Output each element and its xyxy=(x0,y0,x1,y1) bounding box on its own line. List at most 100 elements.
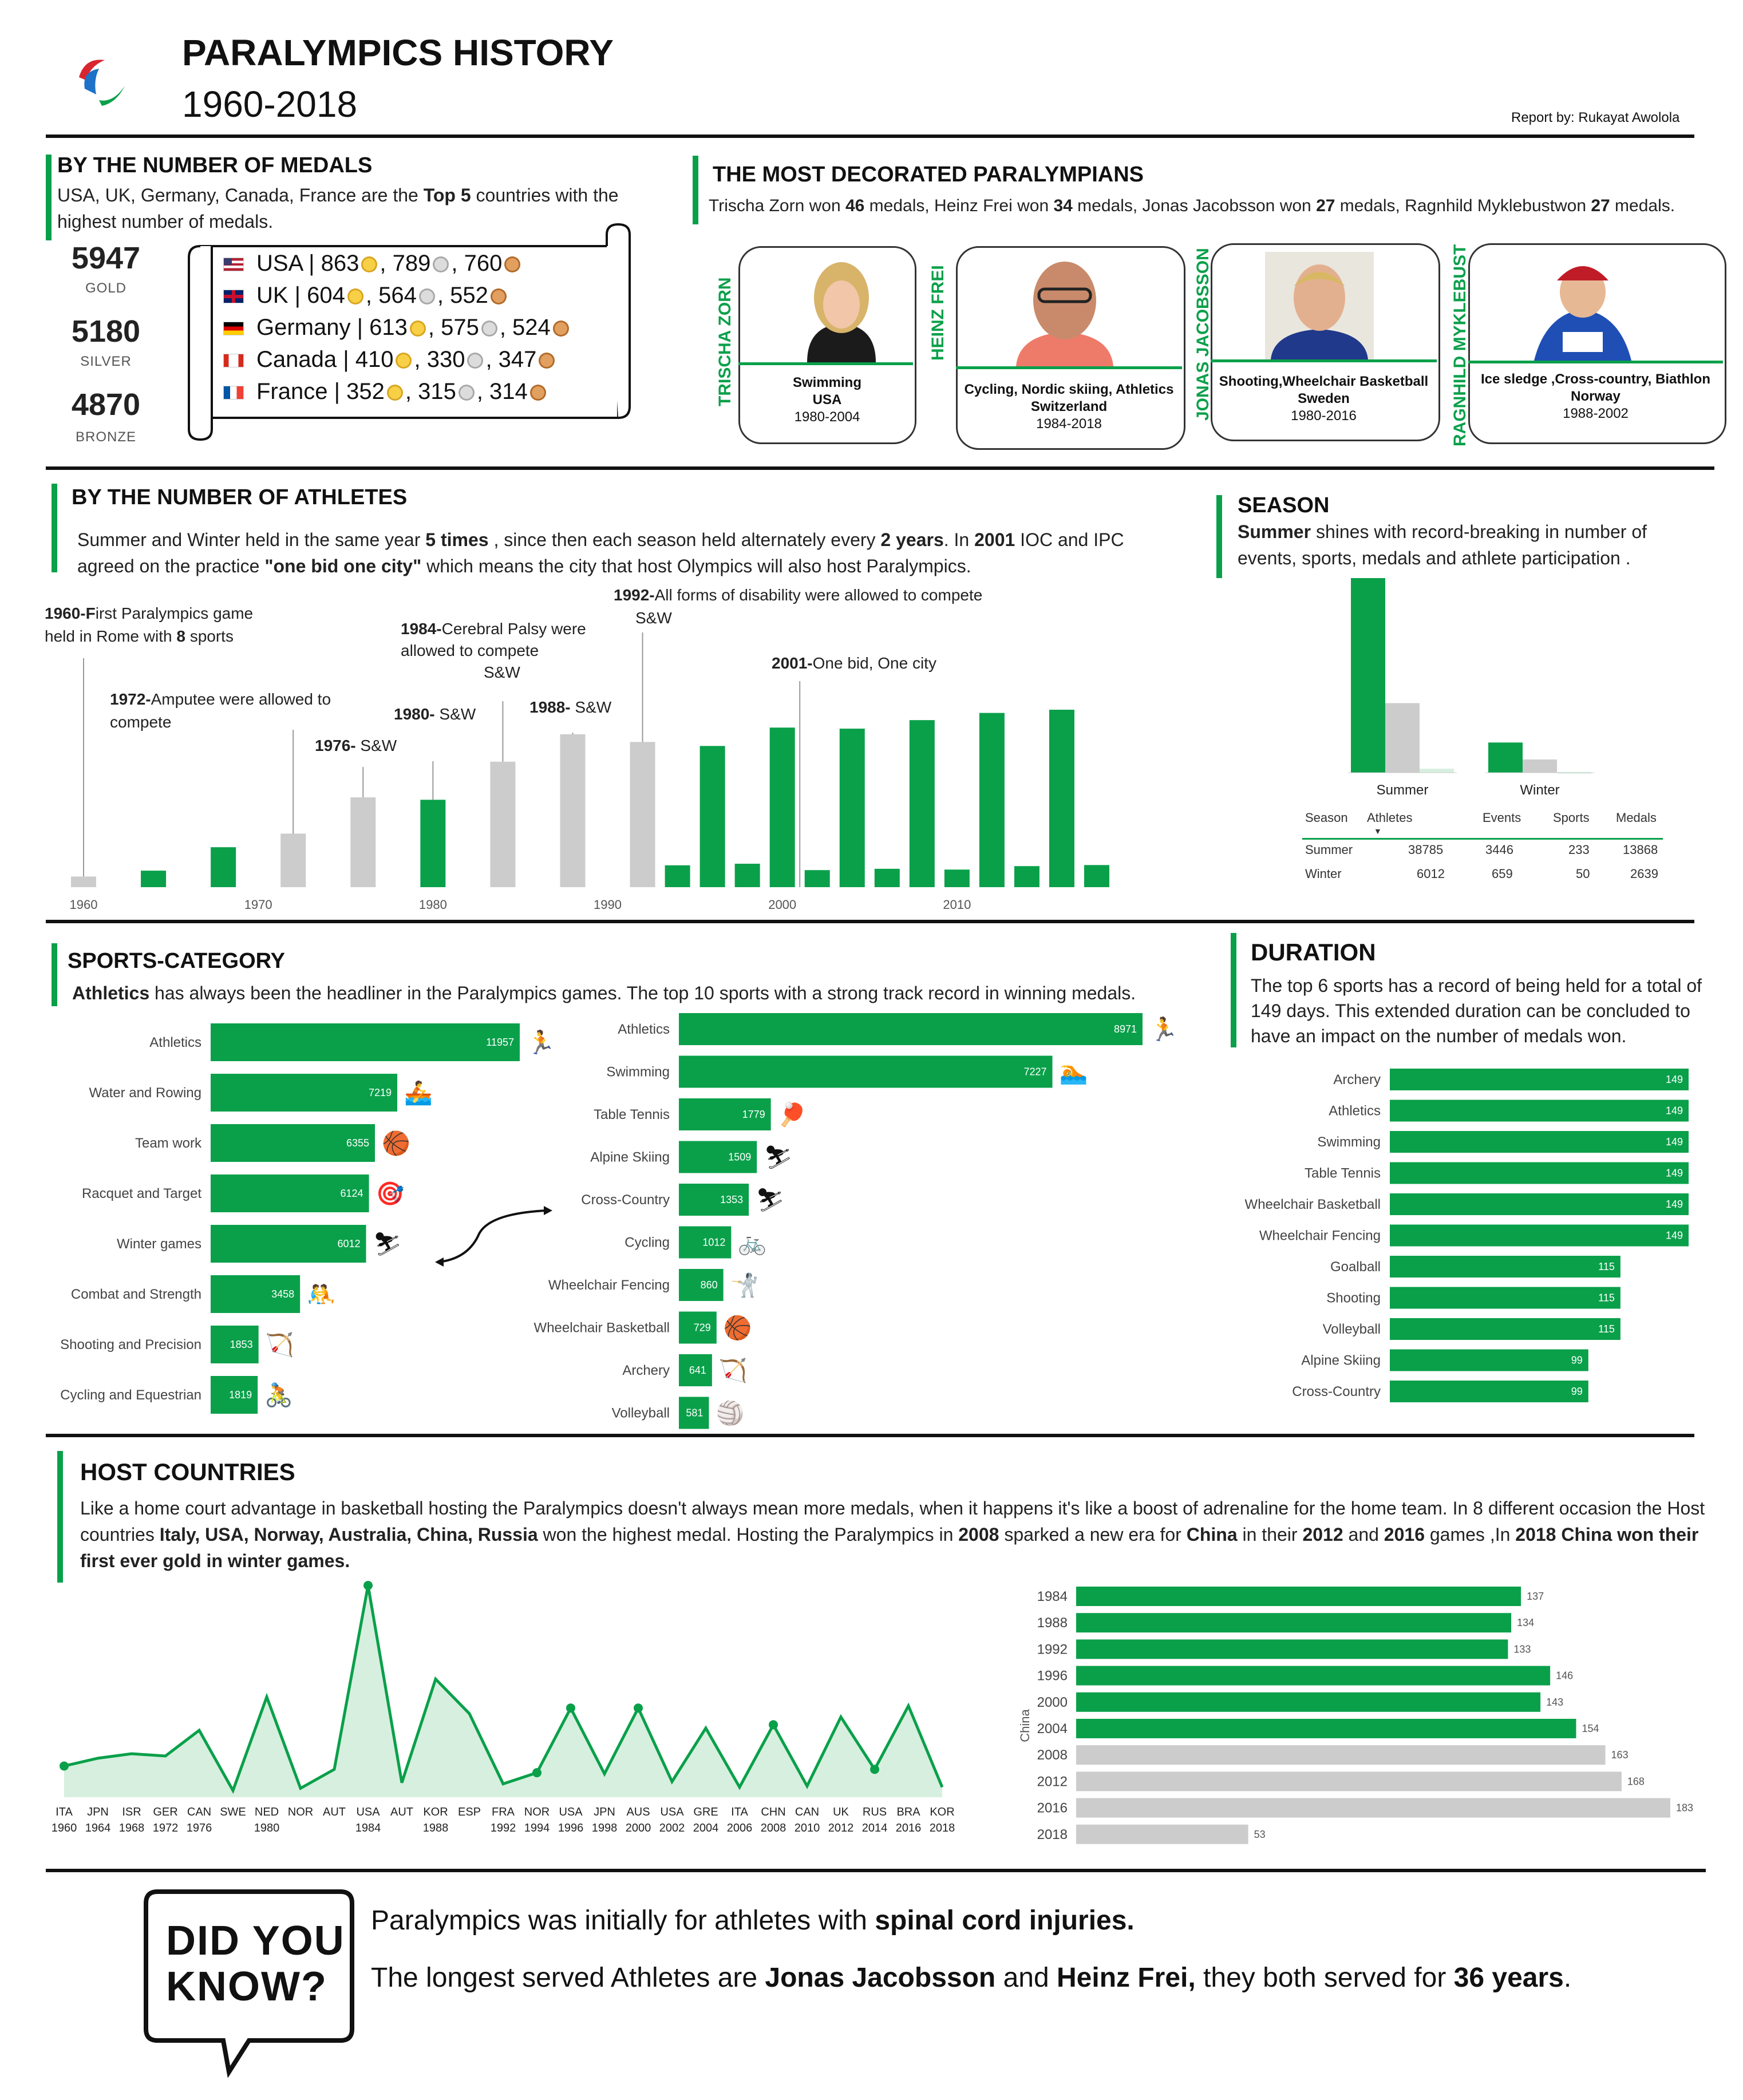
bar xyxy=(1076,1639,1508,1659)
x-tick-year: 2008 xyxy=(761,1822,786,1834)
table-header[interactable]: Sports xyxy=(1553,810,1590,825)
bar xyxy=(679,1269,724,1301)
usa-flag-icon xyxy=(223,258,244,272)
x-tick-label: JPN xyxy=(594,1806,615,1818)
table-header[interactable]: Medals xyxy=(1616,810,1657,825)
sort-down-icon[interactable]: ▼ xyxy=(1374,826,1382,836)
data-label: 134 xyxy=(1517,1617,1534,1628)
data-label: 1012 xyxy=(702,1237,725,1248)
category-label: Athletics xyxy=(149,1035,201,1050)
sport-icon: 🏀 xyxy=(382,1128,410,1158)
timeline-bar xyxy=(1014,866,1040,887)
duration-desc: The top 6 sports has a record of being h… xyxy=(1251,975,1702,1046)
bronze-total: 4870 xyxy=(71,387,141,422)
category-label: Athletics xyxy=(618,1022,670,1037)
host-line xyxy=(64,1585,944,1794)
section-accent xyxy=(46,155,52,240)
scroll-frame xyxy=(183,223,635,441)
x-tick-year: 1972 xyxy=(153,1822,179,1834)
bronze-medal-icon xyxy=(504,256,521,273)
data-label: 146 xyxy=(1556,1670,1573,1682)
category-label: Winter games xyxy=(117,1236,201,1252)
bar xyxy=(1390,1069,1689,1090)
data-label: 143 xyxy=(1546,1696,1563,1708)
x-tick-year: 1964 xyxy=(85,1822,111,1834)
category-label: Wheelchair Basketball xyxy=(1245,1197,1381,1212)
bar xyxy=(1390,1381,1588,1402)
season-category-label: Winter xyxy=(1520,782,1559,798)
x-tick-label: 1960 xyxy=(70,897,98,912)
country-row-germany: Germany | 613, 575, 524 xyxy=(223,315,571,341)
annotation-1980: 1980- S&W xyxy=(394,705,476,723)
data-label: 7219 xyxy=(369,1087,392,1098)
annotation-1992: 1992-All forms of disability were allowe… xyxy=(614,586,983,627)
season-bar-chart: Summer Winter xyxy=(1294,572,1637,801)
page-title: PARALYMPICS HISTORY xyxy=(182,32,614,73)
x-tick-label: KOR xyxy=(423,1806,448,1818)
host-marker xyxy=(363,1581,373,1590)
host-marker xyxy=(60,1761,69,1771)
bar xyxy=(1390,1193,1689,1215)
bar xyxy=(1076,1745,1606,1765)
sport-icon: 🏃 xyxy=(1149,1016,1178,1042)
data-label: 581 xyxy=(686,1407,703,1419)
category-label: Swimming xyxy=(606,1065,670,1080)
x-tick-year: 2002 xyxy=(659,1822,685,1834)
country-row-uk: UK | 604, 564, 552 xyxy=(223,283,509,309)
fact-2: The longest served Athletes are Jonas Ja… xyxy=(371,1963,1572,1993)
sport-icon: 🤼 xyxy=(307,1282,335,1307)
data-label: 137 xyxy=(1527,1591,1544,1602)
season-category-label: Summer xyxy=(1377,782,1429,798)
data-label: 115 xyxy=(1598,1261,1615,1272)
athlete-photo xyxy=(801,252,882,362)
x-tick-label: ESP xyxy=(458,1806,481,1818)
timeline-bar xyxy=(665,865,690,887)
data-label: 1779 xyxy=(742,1109,765,1120)
category-label: Cross-Country xyxy=(1292,1384,1381,1399)
x-tick-label: UK xyxy=(833,1806,849,1818)
data-label: 8971 xyxy=(1114,1023,1137,1035)
x-tick-label: CAN xyxy=(795,1806,819,1818)
category-label: 2008 xyxy=(1037,1747,1068,1763)
gold-medal-icon xyxy=(347,288,363,305)
france-flag-icon xyxy=(223,386,244,400)
data-label: 99 xyxy=(1571,1386,1583,1397)
duration-title: DURATION xyxy=(1251,939,1376,966)
bar xyxy=(679,1055,1053,1088)
season-bar xyxy=(1385,703,1420,773)
did-you-know-line2: KNOW? xyxy=(166,1964,327,2010)
section-accent xyxy=(57,1451,63,1583)
x-tick-year: 2010 xyxy=(795,1822,820,1834)
section-accent xyxy=(693,156,698,224)
bar xyxy=(1390,1131,1689,1153)
sport-icon: 🏹 xyxy=(719,1357,748,1384)
data-label: 729 xyxy=(694,1322,711,1334)
silver-total: 5180 xyxy=(71,314,141,349)
x-tick-year: 1980 xyxy=(254,1822,280,1834)
page-subtitle: 1960-2018 xyxy=(182,84,358,125)
category-label: Volleyball xyxy=(1323,1322,1381,1337)
data-label: 149 xyxy=(1666,1168,1683,1179)
data-label: 168 xyxy=(1627,1775,1645,1787)
paralympics-logo-icon xyxy=(73,54,131,109)
category-label: Alpine Skiing xyxy=(590,1150,670,1165)
country-row-france: France | 352, 315, 314 xyxy=(223,379,548,405)
duration-chart: Archery 149 Athletics 149 Swimming 149 Table T… xyxy=(1202,1062,1717,1417)
athlete-name: JONAS JACOBSSON xyxy=(1193,248,1212,421)
table-header[interactable]: Events xyxy=(1483,810,1521,825)
table-header[interactable]: Season xyxy=(1305,810,1348,825)
timeline-bar xyxy=(350,797,376,887)
athlete-name: HEINZ FREI xyxy=(928,265,947,361)
x-tick-label: AUT xyxy=(390,1806,413,1818)
silver-medal-icon xyxy=(467,353,484,369)
did-you-know-line1: DID YOU xyxy=(166,1918,345,1964)
x-tick-year: 2004 xyxy=(693,1822,719,1834)
bar xyxy=(211,1074,398,1112)
x-tick-year: 1976 xyxy=(187,1822,212,1834)
x-tick-year: 2000 xyxy=(626,1822,651,1834)
divider xyxy=(46,1869,1706,1872)
table-header[interactable]: Athletes xyxy=(1367,810,1413,825)
x-tick-label: NED xyxy=(255,1806,279,1818)
section-accent xyxy=(1216,495,1222,578)
bar xyxy=(1390,1318,1621,1340)
